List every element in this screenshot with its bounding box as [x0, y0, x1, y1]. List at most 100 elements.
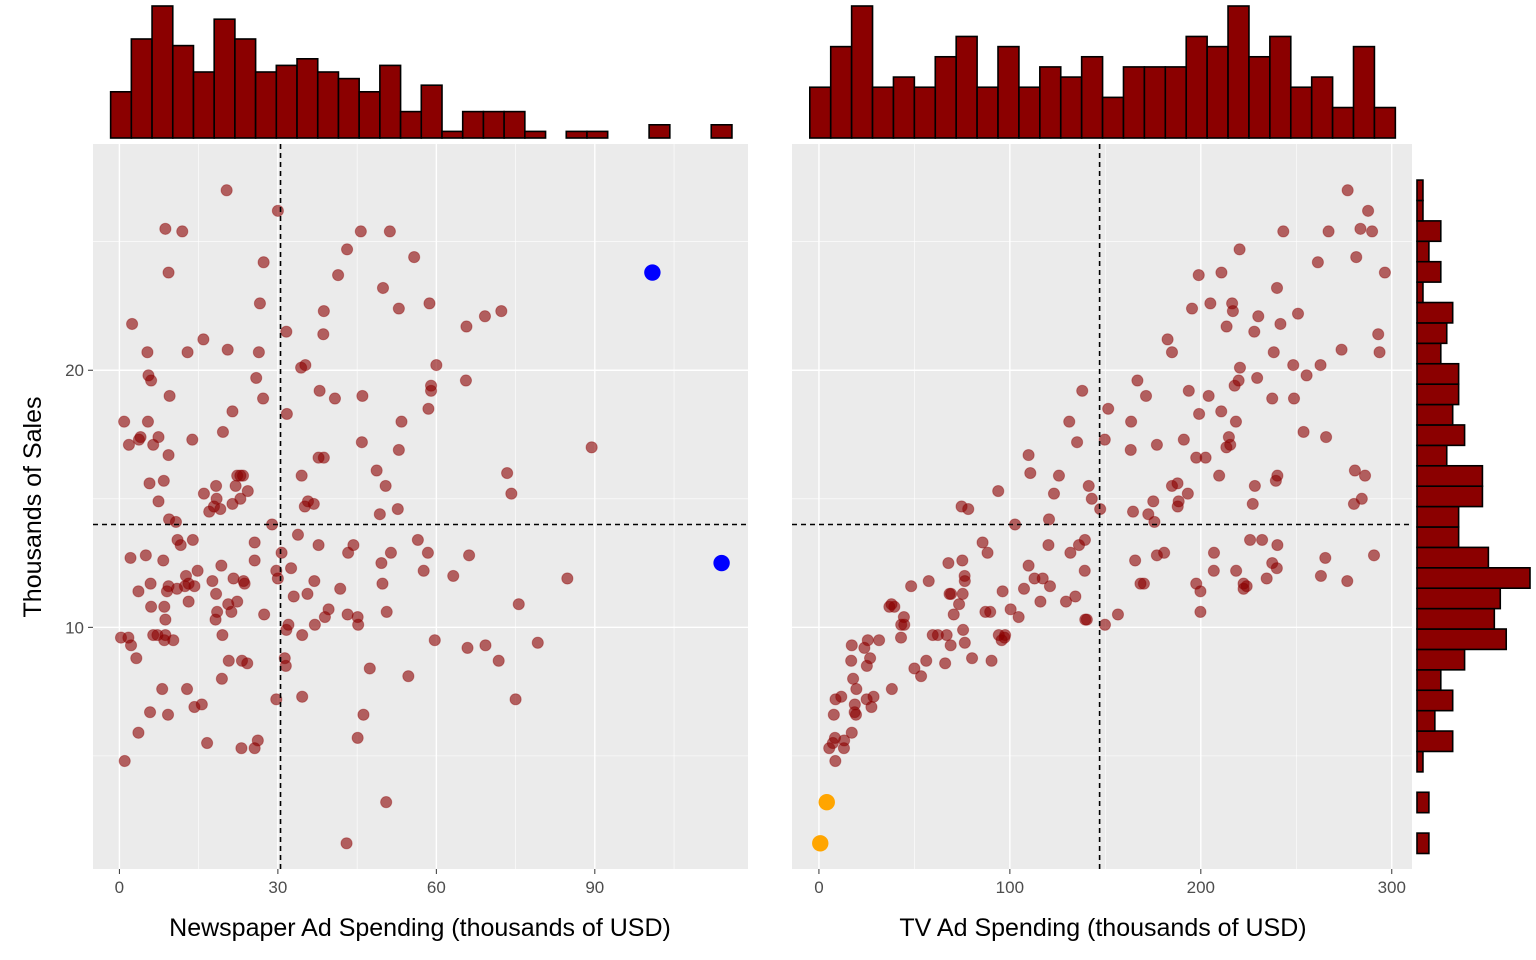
- tv-data-point: [1204, 297, 1217, 310]
- newspaper-data-point: [352, 618, 365, 631]
- tv-data-point: [1024, 466, 1037, 480]
- tv-data-point: [952, 598, 966, 611]
- tv-data-point: [958, 636, 971, 649]
- tv-data-point: [1233, 361, 1247, 374]
- y-axis-title: Thousands of Sales: [19, 397, 47, 618]
- newspaper-data-point: [171, 533, 184, 547]
- tv-data-point: [1012, 610, 1025, 624]
- newspaper-data-point: [222, 654, 235, 667]
- newspaper-data-point: [373, 508, 386, 521]
- newspaper-data-point: [195, 698, 208, 711]
- newspaper-histogram-bar: [399, 110, 423, 139]
- newspaper-data-point: [312, 538, 325, 552]
- tv-data-point: [1270, 281, 1284, 295]
- newspaper-histogram-bar: [254, 71, 278, 139]
- newspaper-data-point: [357, 708, 370, 721]
- newspaper-data-point: [236, 469, 250, 482]
- tv-data-point: [1269, 474, 1282, 487]
- newspaper-data-point: [162, 448, 175, 462]
- tv-data-point: [1181, 487, 1194, 500]
- tv-data-point: [1287, 392, 1301, 405]
- newspaper-data-point: [124, 551, 137, 565]
- newspaper-data-point: [318, 610, 331, 624]
- newspaper-histogram-bar: [275, 64, 298, 139]
- newspaper-data-point: [287, 590, 300, 603]
- newspaper-data-point: [299, 358, 312, 372]
- tv-data-point: [1233, 243, 1246, 256]
- newspaper-data-point: [209, 479, 223, 493]
- tv-data-point: [1069, 590, 1082, 603]
- newspaper-data-point: [169, 515, 183, 529]
- tv-data-point: [1192, 269, 1205, 282]
- tv-data-point: [1139, 389, 1153, 403]
- tv-data-point: [837, 742, 851, 755]
- tv-data-point: [861, 634, 874, 647]
- newspaper-data-point: [341, 608, 354, 621]
- tv-data-point: [1237, 582, 1250, 595]
- tv-data-point: [1078, 533, 1092, 547]
- newspaper-data-point: [421, 546, 434, 559]
- tv-data-point: [872, 634, 886, 647]
- tv-data-point: [1165, 346, 1179, 359]
- newspaper-y-tick-label: 10: [65, 618, 84, 637]
- tv-histogram-bar: [1373, 106, 1397, 139]
- newspaper-data-point: [163, 389, 176, 403]
- newspaper-data-point: [428, 634, 441, 647]
- newspaper-data-point: [160, 585, 174, 598]
- sales-histogram-bar: [1416, 709, 1436, 732]
- newspaper-histogram-bar: [648, 124, 671, 139]
- newspaper-histogram-bar: [441, 130, 464, 139]
- tv-data-point: [1213, 469, 1226, 482]
- newspaper-data-point: [216, 425, 230, 439]
- tv-data-point: [956, 587, 969, 601]
- newspaper-data-point: [460, 320, 473, 333]
- sales-histogram-bar: [1416, 179, 1424, 202]
- newspaper-data-point: [122, 438, 136, 451]
- tv-data-point: [894, 631, 908, 644]
- newspaper-points: [114, 184, 730, 850]
- newspaper-data-point: [145, 600, 158, 613]
- tv-histogram-bar: [1269, 35, 1292, 139]
- tv-data-point: [992, 484, 1005, 498]
- tv-data-point: [845, 726, 858, 739]
- tv-data-point: [965, 652, 979, 665]
- newspaper-data-point: [181, 346, 194, 359]
- tv-data-point: [1226, 305, 1239, 318]
- tv-data-point: [920, 654, 933, 667]
- tv-data-point: [1358, 469, 1372, 482]
- newspaper-data-point: [191, 564, 204, 577]
- tv-data-point: [1004, 603, 1017, 616]
- newspaper-data-point: [308, 574, 321, 588]
- tv-data-point: [1172, 495, 1185, 508]
- tv-histogram-bar: [1143, 66, 1167, 139]
- tv-data-point: [1148, 515, 1161, 529]
- newspaper-data-point: [379, 479, 392, 493]
- tv-data-point: [1224, 438, 1237, 451]
- newspaper-data-point: [180, 682, 194, 696]
- newspaper-data-point: [317, 305, 330, 318]
- newspaper-histogram-bar: [565, 130, 588, 139]
- tv-histogram-bar: [1059, 76, 1083, 139]
- tv-data-point: [1367, 549, 1381, 562]
- newspaper-data-point: [227, 572, 240, 585]
- newspaper-data-point: [340, 243, 354, 256]
- tv-histogram-bar: [1185, 35, 1208, 139]
- tv-histogram-bar: [1164, 66, 1188, 139]
- newspaper-data-point: [356, 389, 369, 403]
- newspaper-data-point: [307, 497, 320, 511]
- tv-data-point: [939, 657, 952, 670]
- newspaper-data-point: [221, 343, 234, 356]
- tv-data-point: [956, 554, 969, 567]
- tv-data-point: [1314, 358, 1327, 372]
- newspaper-data-point: [395, 415, 408, 428]
- newspaper-data-point: [197, 487, 211, 500]
- newspaper-axis-ticks: 0 30 60 90 10 20: [65, 361, 604, 897]
- newspaper-data-point: [447, 569, 460, 583]
- tv-data-point: [1150, 549, 1163, 562]
- tv-data-point: [1243, 533, 1257, 547]
- tv-histogram-bar: [809, 86, 832, 139]
- newspaper-data-point: [147, 438, 160, 451]
- newspaper-data-point: [144, 577, 157, 590]
- newspaper-data-point: [132, 585, 145, 598]
- tv-histogram-bar: [1080, 55, 1104, 139]
